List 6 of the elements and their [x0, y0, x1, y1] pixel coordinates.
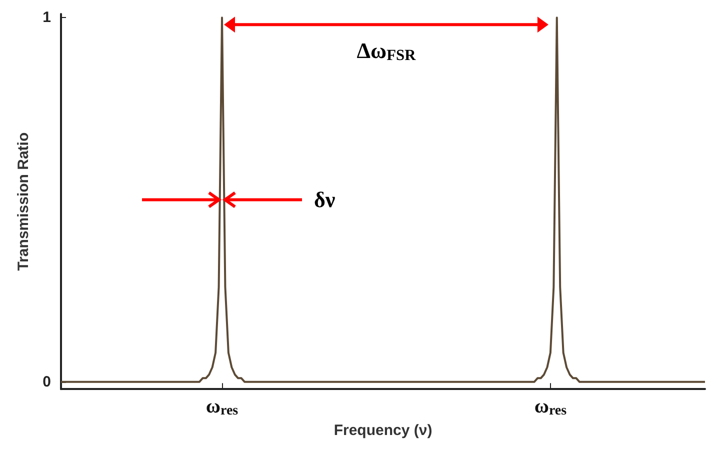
- x-axis-title: Frequency (ν): [334, 422, 432, 439]
- line-series: [60, 16, 706, 383]
- y-tick-label: 1: [42, 9, 51, 26]
- y-axis-title: Transmission Ratio: [15, 132, 32, 271]
- y-tick-label: 0: [42, 373, 51, 390]
- annotation: δν: [314, 187, 336, 212]
